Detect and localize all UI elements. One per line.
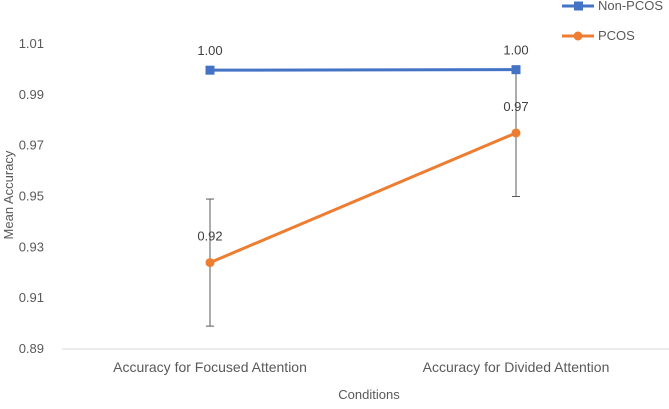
legend-label: Non-PCOS [598,0,663,13]
y-tick-label: 0.93 [19,239,44,254]
legend: Non-PCOS PCOS [562,0,663,43]
series-markers [205,65,521,268]
series-lines [209,68,517,264]
legend-label: PCOS [598,28,635,43]
data-labels: 1.00 1.00 0.92 0.97 [197,43,528,244]
data-label: 1.00 [503,43,528,58]
series-line-non-pcos [209,68,517,72]
y-tick-label: 1.01 [19,36,44,51]
y-tick-label: 0.99 [19,87,44,102]
x-tick-label: Accuracy for Focused Attention [113,359,307,375]
y-tick-label: 0.91 [19,290,44,305]
x-axis-title: Conditions [338,387,400,402]
y-tick-label: 0.97 [19,138,44,153]
y-axis-title: Mean Accuracy [1,150,16,239]
x-axis-ticks: Accuracy for Focused Attention Accuracy f… [113,359,609,375]
x-tick-label: Accuracy for Divided Attention [423,359,610,375]
y-tick-label: 0.95 [19,189,44,204]
y-tick-label: 0.89 [19,341,44,356]
legend-marker [574,1,583,11]
data-label: 0.92 [197,229,222,244]
series-line-pcos [209,131,517,264]
data-label: 0.97 [503,99,528,114]
data-point-marker [511,65,521,75]
data-point-marker [205,258,215,268]
y-axis-ticks: 0.89 0.91 0.93 0.95 0.97 0.99 1.01 [19,36,44,356]
data-label: 1.00 [197,43,222,58]
legend-marker [573,31,583,41]
data-point-marker [205,65,215,75]
data-point-marker [511,128,521,138]
